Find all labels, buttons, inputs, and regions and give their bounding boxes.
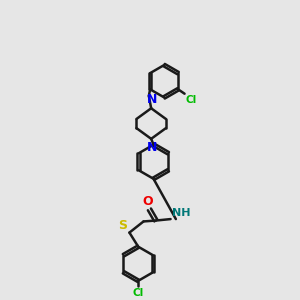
- Text: S: S: [118, 219, 127, 232]
- Text: Cl: Cl: [186, 95, 197, 105]
- Text: N: N: [147, 93, 158, 106]
- Text: Cl: Cl: [133, 288, 144, 298]
- Text: N: N: [147, 142, 158, 154]
- Text: O: O: [142, 195, 153, 208]
- Text: NH: NH: [172, 208, 191, 218]
